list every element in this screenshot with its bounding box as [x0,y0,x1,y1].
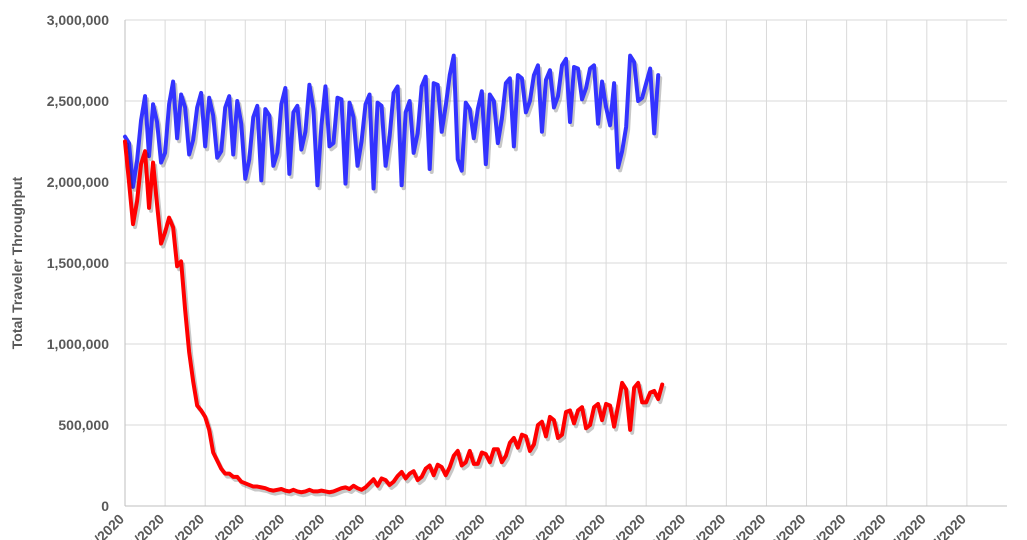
x-tick-label: 6/9/2020 [478,511,528,540]
y-tick-label: 0 [101,498,109,514]
y-tick-label: 500,000 [58,417,109,433]
y-tick-label: 2,000,000 [47,174,109,190]
y-axis-ticks: 0 500,000 1,000,000 1,500,000 2,000,000 2,500… [47,12,110,514]
x-tick-label: 8/8/2020 [719,511,769,540]
y-tick-label: 1,000,000 [47,336,109,352]
series-lines [123,53,667,498]
series-line-red [123,139,665,495]
x-tick-label: 3/1/2020 [77,511,127,540]
x-axis-ticks: 3/1/20203/11/20203/21/20203/31/20204/10/… [77,511,969,540]
y-tick-label: 3,000,000 [47,12,109,28]
y-tick-label: 1,500,000 [47,255,109,271]
y-axis-title: Total Traveler Throughput [9,176,25,349]
x-tick-label: 7/9/2020 [598,511,648,540]
series-line-blue [123,53,661,191]
x-tick-label: 9/7/2020 [839,511,889,540]
series-line-shadow [125,142,667,498]
y-tick-label: 2,500,000 [47,93,109,109]
